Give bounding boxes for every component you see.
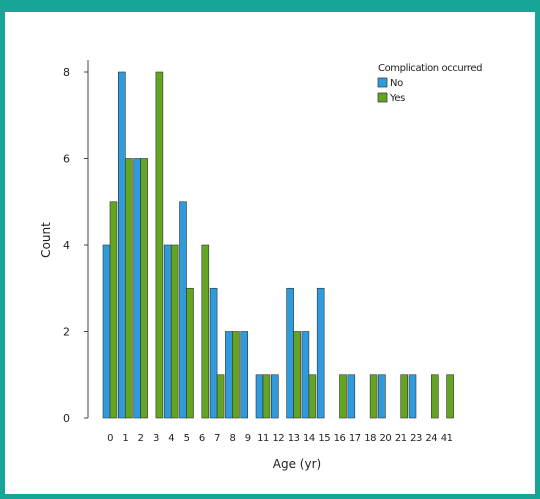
bar-yes-age-7 xyxy=(216,374,225,419)
bar-no-age-1 xyxy=(118,71,126,419)
x-tick-label: 16 xyxy=(334,433,346,444)
x-tick-label: 20 xyxy=(380,433,392,444)
x-tick-label: 18 xyxy=(364,433,376,444)
x-tick-label: 5 xyxy=(184,433,190,444)
bar-no-age-4 xyxy=(163,244,172,419)
legend-swatch-no xyxy=(377,77,388,88)
bar-no-age-23 xyxy=(408,374,417,419)
y-tick-label: 8 xyxy=(63,66,70,79)
bar-yes-age-0 xyxy=(109,201,118,419)
bar-no-age-17 xyxy=(347,374,356,419)
x-tick-label: 3 xyxy=(153,433,159,444)
x-tick-label: 17 xyxy=(349,433,361,444)
bar-no-age-7 xyxy=(209,287,218,419)
bar-no-age-0 xyxy=(102,244,111,419)
x-tick-label: 15 xyxy=(318,433,330,444)
bar-yes-age-11 xyxy=(262,374,271,419)
bar-yes-age-13 xyxy=(293,331,301,419)
bar-yes-age-24 xyxy=(430,374,439,419)
x-tick-label: 14 xyxy=(303,433,315,444)
bar-yes-age-6 xyxy=(201,244,210,419)
bar-no-age-5 xyxy=(179,201,187,419)
y-tick-label: 6 xyxy=(63,153,70,166)
bar-no-age-11 xyxy=(255,374,264,419)
bar-no-age-12 xyxy=(270,374,279,419)
y-axis-label: Count xyxy=(39,222,53,258)
legend-swatch-yes xyxy=(377,92,388,103)
legend-title: Complication occurred xyxy=(378,63,482,74)
x-tick-label: 41 xyxy=(441,433,453,444)
x-tick-label: 8 xyxy=(229,433,235,444)
x-tick-label: 1 xyxy=(122,433,128,444)
bar-no-age-15 xyxy=(316,287,325,419)
x-tick-label: 13 xyxy=(288,433,300,444)
x-tick-label: 4 xyxy=(168,433,174,444)
x-axis-label: Age (yr) xyxy=(273,457,321,471)
x-tick-label: 2 xyxy=(138,433,144,444)
bar-yes-age-2 xyxy=(140,158,148,419)
bar-no-age-2 xyxy=(133,158,141,419)
x-tick-label: 21 xyxy=(395,433,407,444)
x-tick-label: 23 xyxy=(410,433,422,444)
x-tick-label: 24 xyxy=(425,433,437,444)
bar-yes-age-1 xyxy=(125,158,133,419)
bar-no-age-14 xyxy=(301,331,310,419)
bar-yes-age-21 xyxy=(400,374,409,419)
x-tick-label: 7 xyxy=(214,433,220,444)
x-tick-labels: 0 1 2 3 4 5 6 7 8 9 11 12 13 14 15 16 17 18 20 21 23 24 41 xyxy=(107,433,453,444)
bar-no-age-8 xyxy=(225,331,233,419)
bar-yes-age-5 xyxy=(186,287,194,419)
bar-yes-age-41 xyxy=(446,374,454,419)
bar-no-age-9 xyxy=(240,331,248,419)
y-tick-label: 2 xyxy=(63,326,70,339)
y-ticks: 0 2 4 6 8 xyxy=(63,66,88,425)
x-tick-label: 6 xyxy=(199,433,205,444)
legend-label-no: No xyxy=(390,78,403,89)
y-tick-label: 0 xyxy=(63,412,70,425)
bar-yes-age-16 xyxy=(339,374,347,419)
legend-label-yes: Yes xyxy=(389,93,405,104)
bar-no-age-13 xyxy=(286,287,294,419)
x-tick-label: 12 xyxy=(272,433,284,444)
y-tick-label: 4 xyxy=(63,239,70,252)
bars xyxy=(102,71,454,419)
bar-yes-age-18 xyxy=(369,374,378,419)
bar-no-age-20 xyxy=(378,374,386,419)
bar-yes-age-8 xyxy=(232,331,240,419)
x-tick-label: 11 xyxy=(257,433,269,444)
bar-yes-age-3 xyxy=(155,71,164,419)
x-tick-label: 9 xyxy=(245,433,251,444)
x-tick-label: 0 xyxy=(107,433,113,444)
bar-yes-age-4 xyxy=(170,244,179,419)
bar-yes-age-14 xyxy=(308,374,317,419)
legend: Complication occurred No Yes xyxy=(377,63,483,104)
